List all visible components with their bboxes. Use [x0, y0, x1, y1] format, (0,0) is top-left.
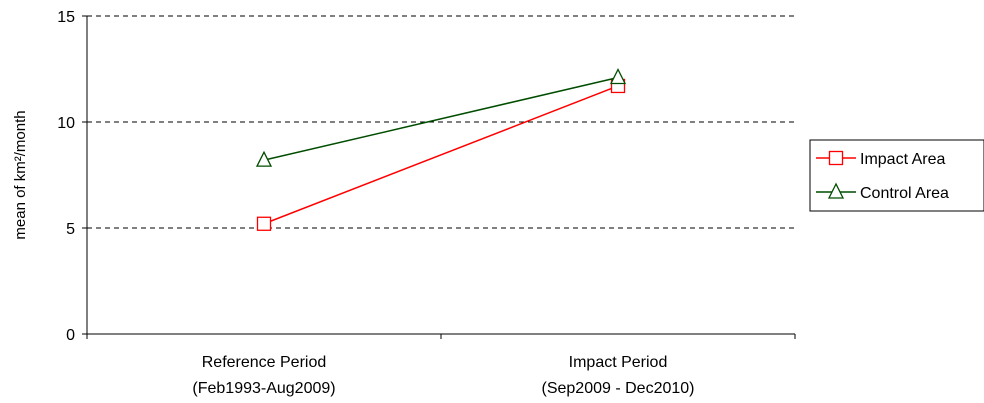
- series-line: [263, 76, 619, 161]
- series-line: [263, 85, 619, 225]
- legend-label: Impact Area: [860, 151, 945, 168]
- series-impact-area: [256, 78, 626, 231]
- gridlines: [87, 15, 795, 229]
- data-point-marker: [609, 68, 627, 85]
- legend-item: Impact Area: [816, 150, 945, 168]
- legend-marker: [828, 150, 844, 166]
- plot-series: [255, 68, 627, 231]
- series-control-area: [255, 68, 627, 167]
- legend: Impact Area Control Area: [809, 139, 984, 212]
- y-tick-label: 0: [66, 327, 75, 344]
- y-axis: 0 5 10 15: [57, 9, 88, 344]
- x-axis: Reference Period (Feb1993-Aug2009) Impact …: [86, 333, 796, 397]
- y-tick-label: 15: [57, 9, 75, 26]
- y-tick-label: 10: [57, 115, 75, 132]
- legend-label: Control Area: [860, 185, 949, 202]
- data-point-marker: [256, 216, 272, 231]
- y-axis-title: mean of km²/month: [12, 110, 29, 239]
- data-point-marker: [255, 150, 273, 167]
- y-tick-label: 5: [66, 221, 75, 238]
- legend-frame: [809, 139, 984, 212]
- x-tick-label: (Feb1993-Aug2009): [192, 380, 335, 397]
- legend-item: Control Area: [816, 182, 949, 202]
- x-tick-label: Impact Period: [569, 354, 668, 371]
- x-tick-label: (Sep2009 - Dec2010): [542, 380, 695, 397]
- legend-marker: [827, 182, 845, 199]
- x-tick-label: Reference Period: [202, 354, 327, 371]
